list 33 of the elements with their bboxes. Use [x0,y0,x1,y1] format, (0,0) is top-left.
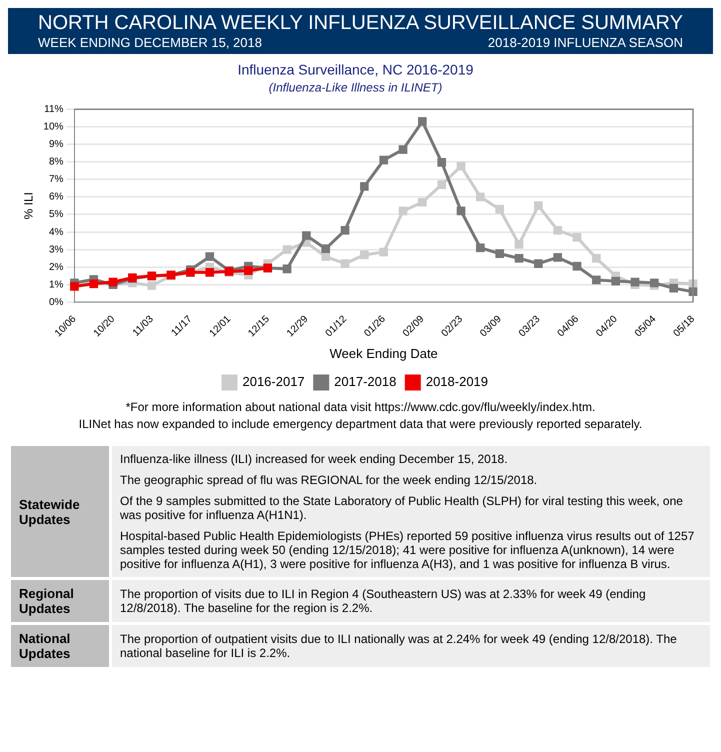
legend-label: 2018-2019 [426,374,488,390]
x-axis-title: Week Ending Date [330,346,438,361]
text: Of the 9 samples submitted to the State Laboratory of Public Health (SLPH) for viral testing this week, one was positive for influenza A(H1N1). [120,494,684,522]
text: 2018-2019 INFLUENZA SEASON [488,35,683,50]
y-tick-label: 3% [48,244,64,256]
text: National Updates [11,625,109,667]
y-tick-label: 1% [48,279,64,290]
chart-subtitle: (Influenza-Like Illness in ILINET) [268,80,442,94]
text: ILINet has now expanded to include emergency department data that were previously reported separately. [78,416,644,433]
y-axis-title: % ILI [22,192,36,220]
chart-title: Influenza Surveillance, NC 2016-2019 [238,61,474,78]
y-tick-label: 5% [48,209,64,220]
text: The geographic spread of flu was REGIONAL for the week ending 12/15/2018. [120,473,538,487]
text: The proportion of visits due to ILI in Region 4 (Southeastern US) was at 2.33% for week 49 (ending 12/8/2018). The baseline for the region is 2.2%. [120,587,647,615]
text: Hospital-based Public Health Epidemiologists (PHEs) reported 59 positive influenza virus results out of 1257 samples tested during week 50 (ending 12/15/2018); 41 were positive for influenza A(unknown), 14 were positive for influenza A(H1), 3 were positive for influenza A(H3), and 1 was positive for influenza B virus. [120,529,696,571]
legend-label: 2016-2017 [242,374,305,390]
y-tick-label: 6% [48,192,64,203]
y-tick-label: 2% [48,262,64,273]
legend-label: 2017-2018 [334,374,396,390]
text: Influenza-like illness (ILI) increased for week ending December 15, 2018. [120,452,509,466]
text: *For more information about national data visit https://www.cdc.gov/flu/weekly/index.htm. [124,399,596,416]
y-tick-label: 0% [48,296,64,308]
text: The proportion of outpatient visits due to ILI nationally was at 2.24% for week 49 (ending 12/8/2018). The national baseline for ILI is 2.2%. [120,632,678,660]
y-tick-label: 7% [48,174,64,186]
y-tick-label: 9% [48,139,64,150]
y-tick-label: 11% [44,104,64,115]
text: Regional Updates [11,580,109,622]
y-tick-label: 8% [48,156,64,168]
y-tick-label: 10% [43,121,64,132]
text: NORTH CAROLINA WEEKLY INFLUENZA SURVEILLANCE SUMMARY [38,12,683,35]
y-tick-label: 4% [48,226,64,238]
text: Statewide Updates [11,446,109,577]
text: WEEK ENDING DECEMBER 15, 2018 [38,35,262,50]
